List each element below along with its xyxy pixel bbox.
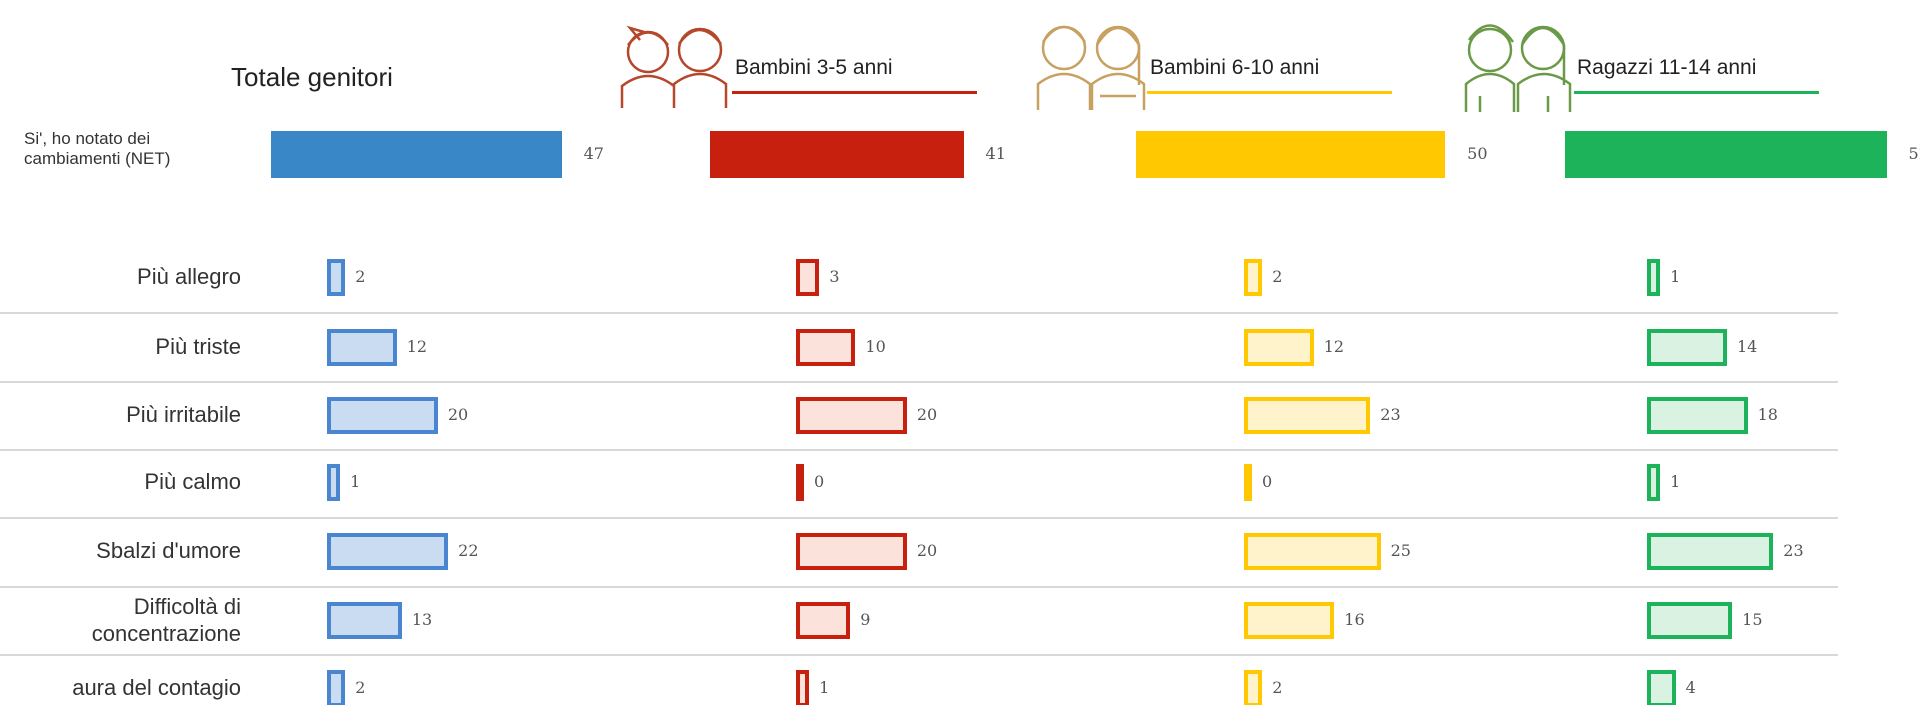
bar — [327, 464, 341, 501]
value-label: 20 — [916, 405, 938, 424]
value-label: 20 — [447, 405, 469, 424]
row-separator — [0, 516, 1838, 519]
bar — [327, 533, 449, 570]
bar — [1244, 397, 1371, 434]
value-label: 25 — [1390, 541, 1411, 560]
value-label: 20 — [916, 541, 938, 560]
value-label: 9 — [860, 610, 871, 629]
value-label: 14 — [1737, 337, 1758, 356]
value-label: 2 — [355, 267, 366, 286]
value-label: 2 — [1272, 678, 1283, 697]
bar — [796, 464, 804, 501]
bar — [327, 397, 438, 434]
category-label: Più triste — [155, 334, 241, 359]
value-label: 15 — [1742, 610, 1763, 629]
value-label: 4 — [1685, 678, 1696, 697]
net-bar — [1565, 131, 1887, 178]
row-separator — [0, 381, 1838, 383]
row-separator — [0, 448, 1838, 451]
value-label: 0 — [814, 472, 825, 491]
bar — [1647, 329, 1727, 366]
category-label: Più allegro — [137, 264, 241, 289]
value-label: 18 — [1757, 405, 1778, 424]
bar — [327, 602, 402, 639]
icon-kids-3-5 — [620, 25, 728, 108]
bar — [1647, 464, 1661, 501]
bar — [1647, 397, 1748, 434]
legend-underline — [732, 91, 977, 94]
bar — [1244, 329, 1314, 366]
category-label: Difficoltà di concentrazione — [91, 594, 241, 646]
value-label: 12 — [1323, 337, 1345, 356]
category-label: Si', ho notato dei cambiamenti (NET) — [24, 129, 171, 168]
value-label: 50 — [1467, 144, 1488, 163]
legend-label: Ragazzi 11-14 anni — [1577, 56, 1757, 79]
bar — [796, 329, 856, 366]
bar — [1244, 602, 1335, 639]
value-label: 1 — [1670, 267, 1681, 286]
value-label: 10 — [865, 337, 886, 356]
bar — [1244, 670, 1263, 705]
category-label: Sbalzi d'umore — [96, 538, 241, 563]
net-bar — [1136, 131, 1446, 178]
value-label: 52 — [1908, 144, 1920, 163]
row-separator — [0, 654, 1838, 656]
bar — [327, 670, 346, 705]
bar — [796, 259, 820, 296]
value-label: 1 — [819, 678, 830, 697]
icon-kids-11-14 — [1464, 24, 1572, 112]
value-label: 2 — [1272, 267, 1283, 286]
row-separator — [0, 585, 1838, 588]
value-label: 1 — [1670, 472, 1681, 491]
legend-underline — [1147, 91, 1392, 94]
category-label: aura del contagio — [72, 675, 241, 700]
value-label: 12 — [406, 337, 428, 356]
value-label: 1 — [350, 472, 361, 491]
net-bar — [271, 131, 562, 178]
bar — [1647, 670, 1676, 705]
value-label: 23 — [1783, 541, 1804, 560]
value-label: 22 — [458, 541, 479, 560]
value-label: 2 — [355, 678, 366, 697]
bar — [1244, 259, 1263, 296]
legend-underline — [1574, 91, 1819, 94]
bar — [327, 259, 346, 296]
category-label: Più calmo — [144, 469, 241, 494]
bar — [1647, 259, 1661, 296]
value-label: 0 — [1262, 472, 1273, 491]
value-label: 3 — [829, 267, 840, 286]
bar — [1647, 533, 1774, 570]
value-label: 47 — [583, 144, 604, 163]
bar — [796, 602, 851, 639]
value-label: 13 — [411, 610, 433, 629]
bar — [796, 533, 907, 570]
legend-label: Bambini 6-10 anni — [1150, 56, 1320, 79]
icon-kids-6-10 — [1036, 25, 1146, 110]
bar — [1244, 533, 1381, 570]
bar — [1244, 464, 1252, 501]
value-label: 41 — [985, 144, 1006, 163]
row-separator — [0, 312, 1838, 314]
legend-label: Bambini 3-5 anni — [735, 56, 893, 79]
series-title: Totale genitori — [231, 62, 393, 92]
net-bar — [710, 131, 964, 178]
bar — [327, 329, 397, 366]
bar — [796, 670, 810, 705]
value-label: 23 — [1380, 405, 1401, 424]
value-label: 16 — [1344, 610, 1365, 629]
bar — [1647, 602, 1733, 639]
category-label: Più irritabile — [126, 402, 241, 427]
bar — [796, 397, 907, 434]
